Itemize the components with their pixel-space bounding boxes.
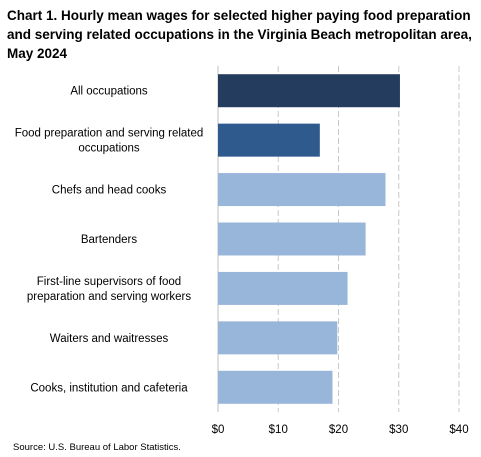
source-note: Source: U.S. Bureau of Labor Statistics.: [13, 442, 181, 453]
category-label-line: Chefs and head cooks: [52, 185, 167, 197]
category-labels: All occupations Food preparation and serv…: [15, 86, 204, 395]
category-label-line: preparation and serving workers: [27, 291, 192, 303]
category-label: Cooks, institution and cafeteria: [30, 382, 188, 394]
bar: [218, 271, 348, 305]
x-tick-label: $20: [329, 424, 348, 436]
category-label-line: All occupations: [70, 86, 148, 98]
category-label: Waiters and waitresses: [50, 333, 169, 345]
category-label: Food preparation and serving related occu…: [15, 128, 204, 155]
category-label-line: Cooks, institution and cafeteria: [30, 382, 188, 394]
x-axis-ticks: $0 $10 $20 $30 $40: [212, 424, 469, 436]
bar: [218, 123, 320, 157]
category-label-line: Food preparation and serving related: [15, 128, 204, 140]
category-label-line: First-line supervisors of food: [37, 276, 181, 288]
category-label: Chefs and head cooks: [52, 185, 167, 197]
bars: [218, 74, 400, 404]
bar: [218, 370, 333, 404]
bar: [218, 222, 366, 256]
category-label: First-line supervisors of food preparatio…: [27, 276, 192, 303]
category-label-line: Bartenders: [81, 234, 138, 246]
x-tick-label: $30: [389, 424, 408, 436]
bar: [218, 173, 386, 207]
x-tick-label: $0: [212, 424, 225, 436]
bar: [218, 74, 400, 108]
category-label: Bartenders: [81, 234, 138, 246]
category-label-line: Waiters and waitresses: [50, 333, 169, 345]
chart-title: Chart 1. Hourly mean wages for selected …: [7, 8, 472, 61]
x-tick-label: $10: [269, 424, 288, 436]
category-label-line: occupations: [78, 143, 140, 155]
bar: [218, 321, 338, 355]
category-label: All occupations: [70, 86, 148, 98]
x-tick-label: $40: [449, 424, 468, 436]
